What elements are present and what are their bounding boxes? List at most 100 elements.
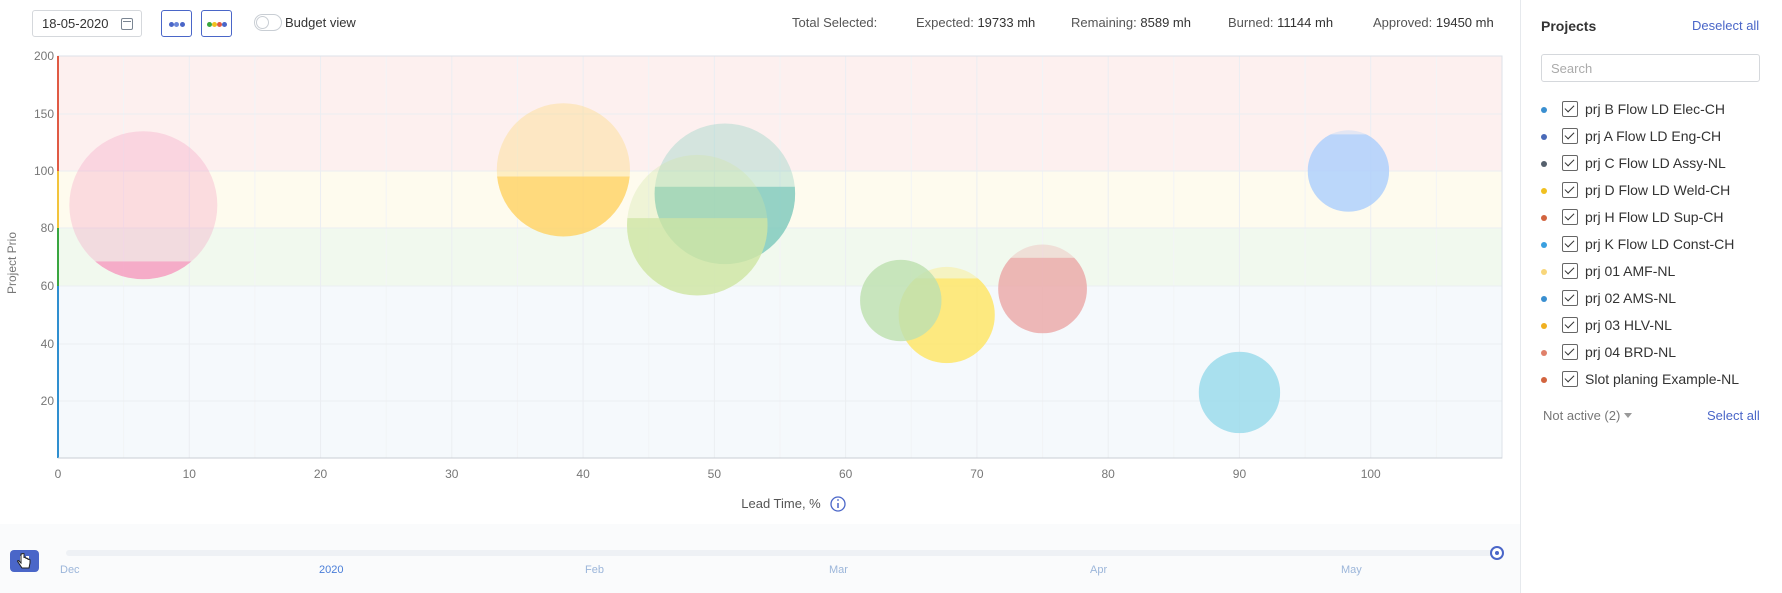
project-item[interactable]: prj 03 HLV-NL	[1541, 314, 1771, 338]
burned-stat: Burned: 11144 mh	[1228, 15, 1334, 30]
projects-sidebar: Projects Deselect all prj B Flow LD Elec…	[1520, 0, 1782, 593]
project-item[interactable]: prj K Flow LD Const-CH	[1541, 233, 1771, 257]
project-name: prj A Flow LD Eng-CH	[1585, 128, 1722, 144]
y-tick-label: 200	[34, 49, 54, 63]
project-color-dot	[1541, 377, 1547, 383]
timeline-label: Apr	[1090, 564, 1108, 576]
y-tick-label: 150	[34, 107, 54, 121]
project-item[interactable]: prj 01 AMF-NL	[1541, 260, 1771, 284]
not-active-dropdown[interactable]: Not active (2)	[1543, 408, 1633, 423]
project-bubble-fill	[998, 257, 1087, 334]
dot-icon	[169, 22, 174, 27]
project-bubble	[69, 131, 218, 280]
project-color-dot	[1541, 215, 1547, 221]
project-checkbox[interactable]	[1562, 236, 1578, 252]
project-checkbox[interactable]	[1562, 317, 1578, 333]
project-name: prj 04 BRD-NL	[1585, 344, 1677, 360]
calendar-icon[interactable]	[121, 18, 133, 30]
budget-view-toggle[interactable]	[254, 14, 282, 31]
project-checkbox[interactable]	[1562, 182, 1578, 198]
project-checkbox[interactable]	[1562, 209, 1578, 225]
project-color-dot	[1541, 134, 1547, 140]
info-icon-dot	[837, 499, 839, 501]
project-item[interactable]: prj 04 BRD-NL	[1541, 341, 1771, 365]
timeline-label: Feb	[585, 564, 604, 576]
project-item[interactable]: prj A Flow LD Eng-CH	[1541, 125, 1771, 149]
date-picker[interactable]: 18-05-2020	[32, 10, 142, 37]
date-value: 18-05-2020	[42, 16, 109, 31]
project-name: prj D Flow LD Weld-CH	[1585, 182, 1731, 198]
project-name: prj H Flow LD Sup-CH	[1585, 209, 1724, 225]
x-tick-label: 10	[183, 467, 197, 481]
project-color-dot	[1541, 242, 1547, 248]
project-item[interactable]: prj C Flow LD Assy-NL	[1541, 152, 1771, 176]
timeline-label: May	[1341, 564, 1362, 576]
search-input[interactable]	[1541, 54, 1760, 82]
project-item[interactable]: prj 02 AMS-NL	[1541, 287, 1771, 311]
toolbar: 18-05-2020 Budget view Total Selected: E…	[0, 0, 1520, 48]
x-tick-label: 0	[55, 467, 62, 481]
project-color-dot	[1541, 188, 1547, 194]
main-panel: 18-05-2020 Budget view Total Selected: E…	[0, 0, 1520, 593]
x-tick-label: 50	[708, 467, 722, 481]
timeline-slider[interactable]: Dec 2020 Feb Mar Apr May	[0, 524, 1520, 593]
project-name: prj 01 AMF-NL	[1585, 263, 1676, 279]
project-color-dot	[1541, 269, 1547, 275]
hand-cursor-icon	[17, 553, 31, 569]
project-item[interactable]: Slot planing Example-NL	[1541, 368, 1771, 392]
x-tick-label: 30	[445, 467, 459, 481]
deselect-all-link[interactable]: Deselect all	[1692, 18, 1760, 33]
project-checkbox[interactable]	[1562, 101, 1578, 117]
timeline-label: Mar	[829, 564, 848, 576]
project-name: prj C Flow LD Assy-NL	[1585, 155, 1726, 171]
bubble-chart: 0 10 20 30 40 50 60 70 80 90 100 20 40 60 80 100 150 200 P…	[5, 49, 1503, 512]
project-item[interactable]: prj B Flow LD Elec-CH	[1541, 98, 1771, 122]
info-icon	[830, 496, 846, 512]
x-tick-label: 70	[970, 467, 984, 481]
project-name: Slot planing Example-NL	[1585, 371, 1740, 387]
select-all-link[interactable]: Select all	[1707, 408, 1760, 423]
project-checkbox[interactable]	[1562, 290, 1578, 306]
total-selected-label: Total Selected:	[792, 15, 878, 30]
x-axis-label: Lead Time, %	[741, 496, 821, 511]
timeline-handle[interactable]	[1490, 546, 1504, 560]
dot-icon	[180, 22, 185, 27]
approved-stat: Approved: 19450 mh	[1373, 15, 1494, 30]
x-tick-label: 80	[1102, 467, 1116, 481]
y-tick-label: 80	[41, 221, 55, 235]
y-tick-label: 60	[41, 279, 55, 293]
bubble-view-button[interactable]	[161, 10, 192, 37]
dot-icon	[207, 22, 212, 27]
project-color-dot	[1541, 107, 1547, 113]
caret-down-icon	[1624, 413, 1633, 418]
project-checkbox[interactable]	[1562, 155, 1578, 171]
project-name: prj B Flow LD Elec-CH	[1585, 101, 1726, 117]
project-checkbox[interactable]	[1562, 371, 1578, 387]
toggle-knob	[256, 16, 269, 29]
not-active-label: Not active (2)	[1543, 408, 1621, 423]
x-tick-label: 100	[1361, 467, 1381, 481]
timeline-track[interactable]	[66, 550, 1498, 556]
project-bubble-fill	[1307, 134, 1390, 212]
x-tick-label: 60	[839, 467, 853, 481]
sidebar-title: Projects	[1541, 18, 1597, 34]
color-view-button[interactable]	[201, 10, 232, 37]
x-tick-label: 20	[314, 467, 328, 481]
remaining-stat: Remaining: 8589 mh	[1071, 15, 1191, 30]
y-tick-label: 20	[41, 394, 55, 408]
project-name: prj 02 AMS-NL	[1585, 290, 1677, 306]
y-axis-label: Project Prio	[5, 232, 19, 294]
project-checkbox[interactable]	[1562, 128, 1578, 144]
project-checkbox[interactable]	[1562, 344, 1578, 360]
project-item[interactable]: prj H Flow LD Sup-CH	[1541, 206, 1771, 230]
project-checkbox[interactable]	[1562, 263, 1578, 279]
project-color-dot	[1541, 161, 1547, 167]
project-item[interactable]: prj D Flow LD Weld-CH	[1541, 179, 1771, 203]
project-name: prj 03 HLV-NL	[1585, 317, 1672, 333]
dot-icon	[174, 22, 179, 27]
dot-icon	[217, 22, 222, 27]
budget-view-label: Budget view	[285, 15, 356, 30]
project-color-dot	[1541, 296, 1547, 302]
timeline-label: 2020	[319, 564, 344, 576]
